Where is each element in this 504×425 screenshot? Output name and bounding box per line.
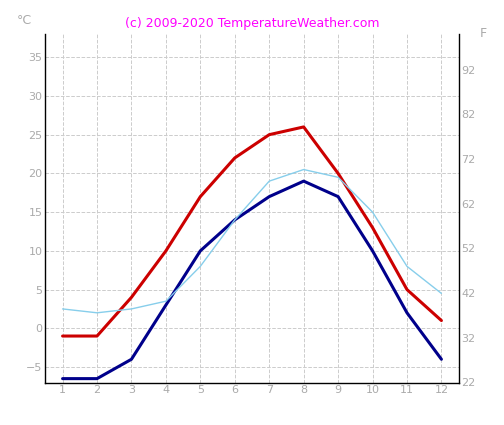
Y-axis label: °C: °C	[17, 14, 32, 27]
Y-axis label: F: F	[480, 27, 487, 40]
Title: (c) 2009-2020 TemperatureWeather.com: (c) 2009-2020 TemperatureWeather.com	[125, 17, 379, 30]
